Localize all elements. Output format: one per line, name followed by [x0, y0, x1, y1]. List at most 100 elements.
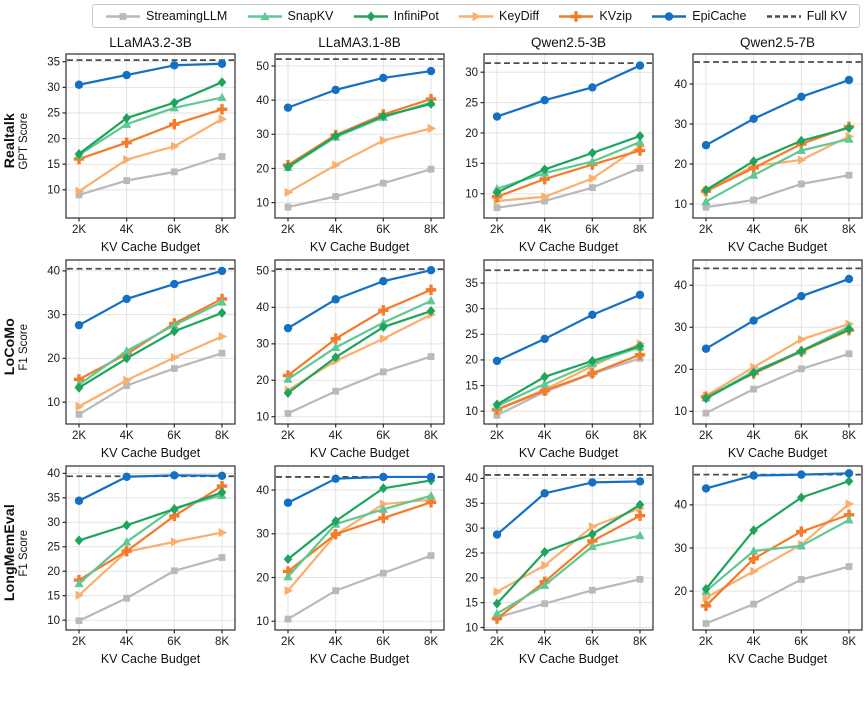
- svg-text:25: 25: [47, 108, 60, 120]
- subplot-title: Qwen2.5-3B: [530, 35, 607, 50]
- legend-label: StreamingLLM: [146, 9, 228, 23]
- subplot-longmemeval-llama3.1-8b: 10 20 30 40 2K 4K 6K 8K KV Cache Budget: [239, 463, 448, 669]
- svg-text:35: 35: [47, 493, 60, 505]
- svg-text:6K: 6K: [794, 430, 808, 442]
- legend-item-infinipot: InfiniPot: [353, 9, 439, 23]
- svg-text:20: 20: [465, 128, 478, 140]
- line-chart: 10 20 30 40 2K 4K 6K 8K: [47, 259, 236, 442]
- svg-text:40: 40: [256, 302, 269, 314]
- svg-text:15: 15: [47, 159, 60, 171]
- row-label: LongMemEval: [0, 504, 17, 602]
- svg-text:8K: 8K: [215, 430, 229, 442]
- subplot-longmemeval-qwen2.5-7b: 20 30 40 2K 4K 6K 8K KV Cache Budget: [657, 463, 866, 669]
- svg-text:30: 30: [674, 322, 687, 334]
- svg-text:4K: 4K: [329, 224, 343, 236]
- legend-item-full-kv: Full KV: [766, 9, 847, 23]
- x-axis-label: KV Cache Budget: [309, 446, 410, 460]
- svg-text:6K: 6K: [167, 636, 181, 648]
- svg-text:20: 20: [256, 163, 269, 175]
- svg-text:30: 30: [674, 119, 687, 131]
- svg-text:15: 15: [465, 597, 478, 609]
- chart-row-locomo: LoCoMo F1 Score 10 20 30 40 2K 4K 6K 8K KV Cache B…: [0, 257, 868, 463]
- svg-text:40: 40: [674, 280, 687, 292]
- svg-text:6K: 6K: [167, 430, 181, 442]
- subplot-title: LLaMA3.2-3B: [109, 35, 192, 50]
- chart-grid: Realtalk GPT Score LLaMA3.2-3B 10 15 20 25 30 35…: [0, 34, 868, 669]
- row-label: Realtalk: [0, 113, 17, 169]
- circle-marker-icon: [652, 11, 687, 21]
- chart-row-realtalk: Realtalk GPT Score LLaMA3.2-3B 10 15 20 25 30 35…: [0, 34, 868, 257]
- svg-text:4K: 4K: [120, 224, 134, 236]
- legend: StreamingLLM SnapKV InfiniPot KeyDiff KVzip E…: [92, 4, 860, 28]
- y-axis-label: F1 Score: [17, 529, 30, 577]
- subplot-longmemeval-llama3.2-3b: 10 15 20 25 30 35 40 2K 4K 6K 8K KV Cache Budget: [30, 463, 239, 669]
- x-axis-label: KV Cache Budget: [100, 652, 201, 666]
- svg-text:20: 20: [256, 572, 269, 584]
- legend-label: EpiCache: [692, 9, 747, 23]
- svg-text:35: 35: [465, 498, 478, 510]
- svg-text:30: 30: [256, 129, 269, 141]
- legend-item-keydiff: KeyDiff: [458, 9, 539, 23]
- svg-text:6K: 6K: [794, 224, 808, 236]
- svg-text:6K: 6K: [376, 430, 390, 442]
- svg-text:10: 10: [465, 622, 478, 634]
- svg-text:4K: 4K: [329, 430, 343, 442]
- svg-text:30: 30: [256, 529, 269, 541]
- svg-text:25: 25: [465, 97, 478, 109]
- svg-text:4K: 4K: [747, 224, 761, 236]
- svg-text:50: 50: [256, 61, 269, 73]
- subplot-locomo-llama3.1-8b: 10 20 30 40 50 2K 4K 6K 8K KV Cache Budget: [239, 257, 448, 463]
- svg-text:2K: 2K: [281, 430, 295, 442]
- svg-text:8K: 8K: [215, 224, 229, 236]
- line-chart: 10 20 30 40 50 2K 4K 6K 8K: [256, 259, 445, 442]
- svg-text:35: 35: [47, 56, 60, 68]
- y-axis-label: GPT Score: [17, 112, 30, 170]
- legend-item-streamingllm: StreamingLLM: [105, 9, 227, 23]
- svg-text:4K: 4K: [538, 430, 552, 442]
- subplot-realtalk-llama3.2-3b: LLaMA3.2-3B 10 15 20 25 30 35 2K 4K 6K 8K KV Cache …: [30, 34, 239, 257]
- chart-row-longmemeval: LongMemEval F1 Score 10 15 20 25 30 35 40 2K 4K 6K 8…: [0, 463, 868, 669]
- svg-text:50: 50: [256, 266, 269, 278]
- subplot-title: Qwen2.5-7B: [739, 35, 816, 50]
- svg-text:10: 10: [674, 199, 687, 211]
- svg-text:20: 20: [674, 159, 687, 171]
- svg-text:2K: 2K: [490, 430, 504, 442]
- svg-text:30: 30: [47, 82, 60, 94]
- svg-text:2K: 2K: [72, 430, 86, 442]
- svg-text:10: 10: [47, 615, 60, 627]
- legend-label: KVzip: [599, 9, 633, 23]
- svg-text:8K: 8K: [633, 430, 647, 442]
- svg-text:2K: 2K: [490, 636, 504, 648]
- legend-item-snapkv: SnapKV: [247, 9, 333, 23]
- svg-text:30: 30: [47, 309, 60, 321]
- svg-text:20: 20: [674, 364, 687, 376]
- line-chart: 10 15 20 25 30 35 40 2K 4K 6K 8K: [47, 465, 236, 648]
- svg-text:25: 25: [47, 542, 60, 554]
- line-chart: 10 15 20 25 30 35 40 2K 4K 6K 8K: [465, 465, 654, 648]
- subplot-locomo-llama3.2-3b: 10 20 30 40 2K 4K 6K 8K KV Cache Budget: [30, 257, 239, 463]
- svg-text:8K: 8K: [633, 636, 647, 648]
- svg-text:15: 15: [47, 591, 60, 603]
- svg-text:8K: 8K: [842, 636, 856, 648]
- svg-text:30: 30: [47, 517, 60, 529]
- subplot-title: LLaMA3.1-8B: [318, 35, 401, 50]
- svg-text:2K: 2K: [281, 224, 295, 236]
- subplot-locomo-qwen2.5-7b: 10 20 30 40 2K 4K 6K 8K KV Cache Budget: [657, 257, 866, 463]
- svg-text:20: 20: [465, 355, 478, 367]
- svg-text:30: 30: [256, 339, 269, 351]
- svg-text:2K: 2K: [490, 224, 504, 236]
- svg-text:8K: 8K: [424, 636, 438, 648]
- x-axis-label: KV Cache Budget: [727, 446, 828, 460]
- svg-text:25: 25: [465, 548, 478, 560]
- x-axis-label: KV Cache Budget: [518, 652, 619, 666]
- svg-text:10: 10: [47, 185, 60, 197]
- line-chart: 10 15 20 25 30 35 2K 4K 6K 8K: [47, 53, 236, 236]
- svg-text:20: 20: [465, 573, 478, 585]
- svg-text:20: 20: [256, 375, 269, 387]
- svg-text:40: 40: [47, 468, 60, 480]
- svg-text:6K: 6K: [585, 636, 599, 648]
- svg-text:10: 10: [465, 406, 478, 418]
- x-axis-label: KV Cache Budget: [100, 446, 201, 460]
- square-marker-icon: [106, 12, 140, 20]
- svg-text:10: 10: [47, 397, 60, 409]
